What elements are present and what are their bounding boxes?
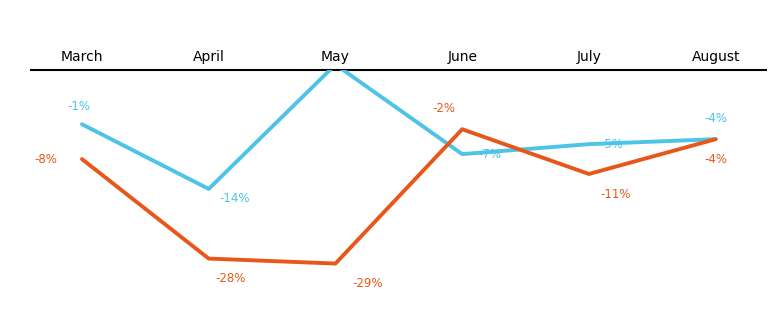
- Text: -4%: -4%: [704, 112, 727, 125]
- Text: -1%: -1%: [68, 100, 91, 113]
- Text: -11%: -11%: [600, 188, 630, 201]
- Text: -4%: -4%: [704, 153, 727, 166]
- Text: -29%: -29%: [352, 277, 382, 290]
- Text: -5%: -5%: [600, 138, 623, 151]
- Text: -8%: -8%: [34, 153, 57, 166]
- Text: -28%: -28%: [216, 272, 246, 285]
- Text: -7%: -7%: [479, 148, 502, 161]
- Text: 11%: 11%: [0, 315, 1, 316]
- Text: -2%: -2%: [432, 102, 455, 115]
- Text: -14%: -14%: [220, 192, 250, 205]
